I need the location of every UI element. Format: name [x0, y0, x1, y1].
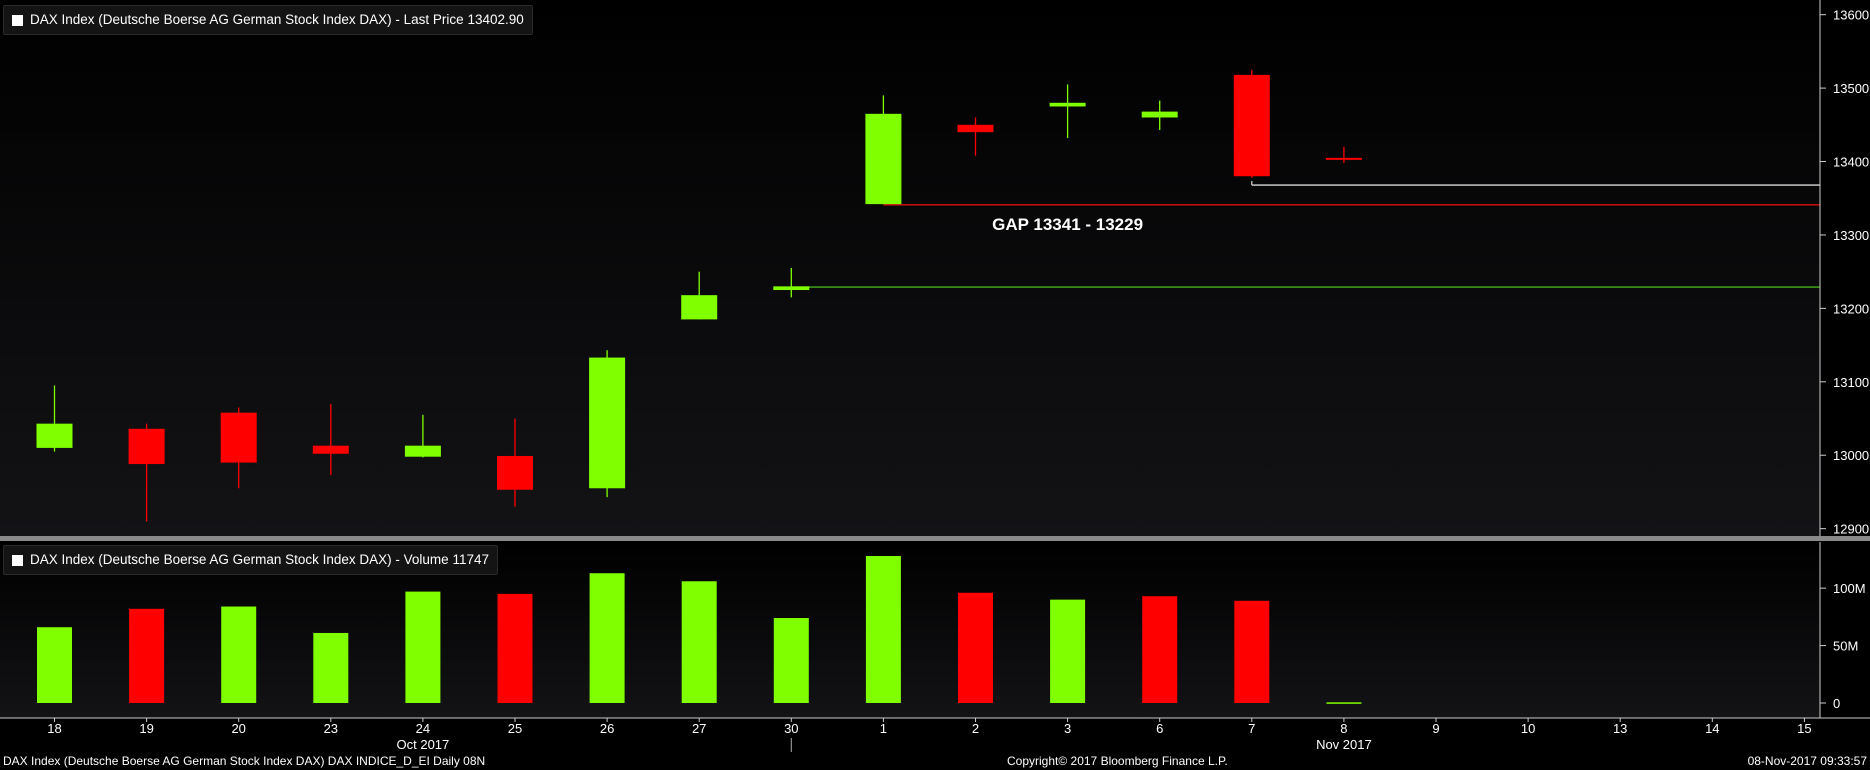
volume-bar-23 — [313, 632, 349, 703]
volume-bar-2 — [958, 592, 993, 703]
x-tick-label-15: 15 — [1797, 721, 1811, 736]
gap-label: GAP 13341 - 13229 — [992, 215, 1143, 234]
candle-body-25 — [497, 455, 533, 490]
candle-body-19 — [128, 428, 165, 465]
volume-bar-6 — [1142, 596, 1178, 703]
volume-legend-text: DAX Index (Deutsche Boerse AG German Sto… — [30, 552, 449, 567]
volume-bar-19 — [129, 608, 165, 703]
price-tick-label-13200: 13200 — [1833, 301, 1869, 316]
x-tick-label-27: 27 — [692, 721, 706, 736]
footer-copyright: Copyright© 2017 Bloomberg Finance L.P. — [1007, 754, 1228, 768]
volume-tick-label-0: 0 — [1833, 696, 1840, 711]
x-tick-label-8: 8 — [1340, 721, 1347, 736]
volume-bar-1 — [865, 556, 901, 703]
x-tick-label-24: 24 — [416, 721, 430, 736]
volume-bar-3 — [1050, 599, 1086, 703]
price-tick-label-13100: 13100 — [1833, 375, 1869, 390]
volume-legend-value: 11747 — [452, 552, 489, 567]
candle-body-18 — [36, 423, 73, 448]
price-panel-background — [0, 0, 1820, 536]
price-legend[interactable]: DAX Index (Deutsche Boerse AG German Sto… — [3, 5, 533, 35]
x-tick-label-7: 7 — [1248, 721, 1255, 736]
x-tick-label-20: 20 — [231, 721, 245, 736]
price-legend-value: 13402.90 — [467, 12, 524, 27]
candle-body-20 — [220, 412, 257, 463]
month-label-1: Nov 2017 — [1316, 737, 1372, 752]
candle-body-7 — [1233, 74, 1270, 177]
x-tick-label-3: 3 — [1064, 721, 1071, 736]
candle-body-6 — [1141, 111, 1178, 118]
x-tick-label-13: 13 — [1613, 721, 1627, 736]
candle-body-30 — [773, 286, 810, 291]
x-tick-label-18: 18 — [47, 721, 61, 736]
x-tick-label-14: 14 — [1705, 721, 1719, 736]
candle-body-8 — [1325, 157, 1362, 160]
price-tick-label-13500: 13500 — [1833, 81, 1869, 96]
x-tick-label-9: 9 — [1432, 721, 1439, 736]
x-tick-label-30: 30 — [784, 721, 798, 736]
volume-legend-swatch — [12, 555, 23, 566]
price-legend-swatch — [12, 15, 23, 26]
candle-body-23 — [312, 445, 349, 454]
x-tick-label-26: 26 — [600, 721, 614, 736]
volume-tick-label-50: 50M — [1833, 639, 1858, 654]
x-tick-label-23: 23 — [324, 721, 338, 736]
volume-bar-8 — [1326, 702, 1362, 704]
price-tick-label-13000: 13000 — [1833, 448, 1869, 463]
price-tick-label-13600: 13600 — [1833, 8, 1869, 23]
volume-bar-26 — [589, 573, 625, 703]
price-tick-label-13400: 13400 — [1833, 155, 1869, 170]
candle-body-3 — [1049, 102, 1086, 107]
volume-bar-7 — [1234, 600, 1270, 703]
price-tick-label-13300: 13300 — [1833, 228, 1869, 243]
footer-security-info: DAX Index (Deutsche Boerse AG German Sto… — [3, 754, 486, 768]
price-legend-text: DAX Index (Deutsche Boerse AG German Sto… — [30, 12, 464, 27]
footer-timestamp: 08-Nov-2017 09:33:57 — [1747, 754, 1867, 768]
x-tick-label-25: 25 — [508, 721, 522, 736]
candle-body-1 — [865, 113, 902, 205]
candle-body-27 — [681, 295, 718, 320]
candle-body-26 — [589, 357, 626, 489]
price-tick-label-12900: 12900 — [1833, 522, 1869, 537]
volume-bar-20 — [221, 606, 257, 703]
volume-bar-24 — [405, 591, 441, 703]
x-tick-label-10: 10 — [1521, 721, 1535, 736]
volume-bar-27 — [681, 581, 717, 703]
candle-body-24 — [404, 445, 441, 457]
volume-bar-25 — [497, 593, 533, 703]
candle-body-2 — [957, 124, 994, 133]
x-tick-label-19: 19 — [139, 721, 153, 736]
volume-bar-30 — [773, 618, 809, 703]
x-tick-label-1: 1 — [880, 721, 887, 736]
volume-tick-label-100: 100M — [1833, 581, 1866, 596]
month-label-0: Oct 2017 — [397, 737, 450, 752]
panel-divider — [0, 536, 1870, 541]
x-tick-label-2: 2 — [972, 721, 979, 736]
volume-legend[interactable]: DAX Index (Deutsche Boerse AG German Sto… — [3, 545, 498, 575]
x-tick-label-6: 6 — [1156, 721, 1163, 736]
volume-bar-18 — [37, 627, 72, 703]
